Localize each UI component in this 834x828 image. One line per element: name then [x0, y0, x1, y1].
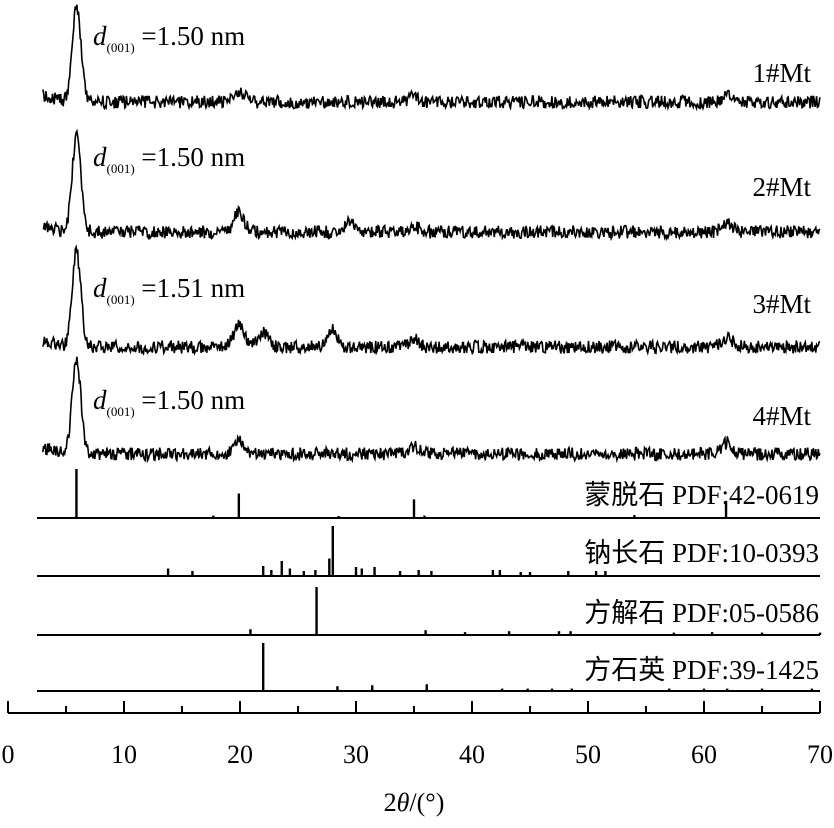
x-tick-label: 70: [807, 740, 833, 769]
d-subscript: (001): [107, 404, 135, 419]
d-subscript: (001): [107, 292, 135, 307]
ref-label: 钠长石 PDF:10-0393: [584, 538, 819, 568]
d-value: =1.51 nm: [135, 273, 245, 303]
sample-name: 3#Mt: [752, 289, 811, 319]
x-tick-label: 0: [2, 740, 15, 769]
x-tick-label: 30: [343, 740, 369, 769]
trace-4: [42, 356, 821, 464]
d-spacing-label: d(001) =1.50 nm: [93, 385, 245, 419]
x-axis-title-theta: θ: [397, 788, 410, 817]
trace-2: [42, 128, 821, 242]
d-spacing-label: d(001) =1.50 nm: [93, 21, 245, 55]
x-tick-label: 40: [459, 740, 485, 769]
x-axis-title-suffix: /(°): [409, 788, 444, 817]
ref-pdf-number: PDF:39-1425: [665, 655, 819, 685]
sample-name: 1#Mt: [752, 58, 811, 88]
d-subscript: (001): [107, 40, 135, 55]
d-value: =1.50 nm: [135, 21, 245, 51]
ref-mineral-name: 蒙脱石: [584, 480, 665, 510]
d-value: =1.50 nm: [135, 385, 245, 415]
sample-name: 4#Mt: [752, 401, 811, 431]
x-axis-title: 2θ/(°): [384, 788, 445, 817]
ref-label: 蒙脱石 PDF:42-0619: [584, 480, 819, 510]
d-symbol: d: [93, 385, 107, 415]
x-tick-label: 50: [575, 740, 601, 769]
diffraction-traces: [42, 4, 821, 464]
trace-3: [42, 244, 821, 357]
ref-mineral-name: 方解石: [584, 598, 665, 628]
x-axis: 0 10 20 30 40 50 60 70: [2, 701, 833, 769]
x-tick-label: 10: [111, 740, 137, 769]
ref-label: 方解石 PDF:05-0586: [584, 598, 819, 628]
ref-pdf-number: PDF:05-0586: [665, 598, 819, 628]
sample-name: 2#Mt: [752, 172, 811, 202]
ref-pdf-number: PDF:42-0619: [665, 480, 819, 510]
d-symbol: d: [93, 142, 107, 172]
d-value: =1.50 nm: [135, 142, 245, 172]
d-symbol: d: [93, 21, 107, 51]
d-subscript: (001): [107, 161, 135, 176]
d-symbol: d: [93, 273, 107, 303]
ref-label: 方石英 PDF:39-1425: [584, 655, 819, 685]
x-tick-label: 60: [691, 740, 717, 769]
d-spacing-label: d(001) =1.50 nm: [93, 142, 245, 176]
ref-pdf-number: PDF:10-0393: [665, 538, 819, 568]
trace-1: [42, 4, 821, 112]
x-tick-label: 20: [227, 740, 253, 769]
x-axis-title-prefix: 2: [384, 788, 397, 817]
ref-mineral-name: 钠长石: [584, 538, 665, 568]
ref-mineral-name: 方石英: [584, 655, 665, 685]
d-spacing-label: d(001) =1.51 nm: [93, 273, 245, 307]
sample-labels: d(001) =1.50 nm1#Mtd(001) =1.50 nm2#Mtd(…: [93, 21, 811, 431]
